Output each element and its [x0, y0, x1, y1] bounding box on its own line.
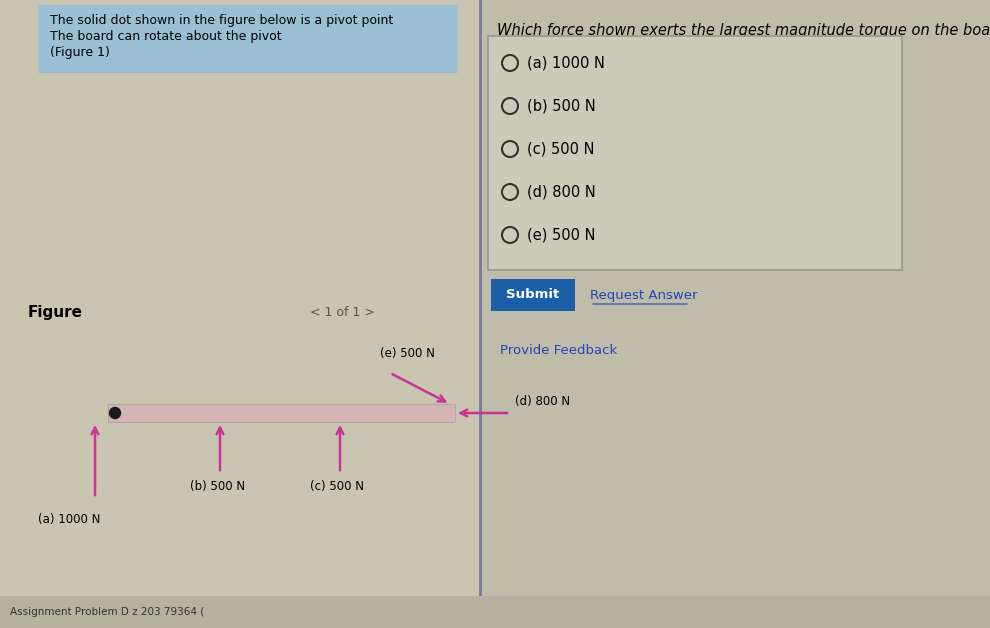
Bar	[0, 596, 990, 628]
Circle shape	[110, 408, 121, 418]
Text: (a) 1000 N: (a) 1000 N	[527, 55, 605, 70]
Text: Which force shown exerts the largest magnitude torque on the board?: Which force shown exerts the largest mag…	[497, 23, 990, 38]
Text: < 1 of 1 >: < 1 of 1 >	[310, 306, 375, 320]
Text: The solid dot shown in the figure below is a pivot point: The solid dot shown in the figure below …	[50, 14, 393, 27]
Text: Provide Feedback: Provide Feedback	[500, 344, 617, 357]
Text: (c) 500 N: (c) 500 N	[310, 480, 364, 493]
Text: Request Answer: Request Answer	[590, 288, 698, 301]
Text: (c) 500 N: (c) 500 N	[527, 141, 595, 156]
Text: (d) 800 N: (d) 800 N	[515, 395, 570, 408]
Bar	[0, 0, 480, 628]
Text: (d) 800 N: (d) 800 N	[527, 185, 596, 200]
Text: (e) 500 N: (e) 500 N	[380, 347, 435, 360]
Text: (e) 500 N: (e) 500 N	[527, 227, 596, 242]
Bar	[480, 0, 990, 628]
Text: (a) 1000 N: (a) 1000 N	[38, 513, 100, 526]
Text: Submit: Submit	[506, 288, 559, 301]
Bar	[38, 5, 458, 73]
FancyBboxPatch shape	[491, 279, 575, 311]
Text: Figure: Figure	[28, 305, 83, 320]
Text: (b) 500 N: (b) 500 N	[190, 480, 246, 493]
Text: (b) 500 N: (b) 500 N	[527, 99, 596, 114]
Text: (Figure 1): (Figure 1)	[50, 46, 110, 59]
FancyBboxPatch shape	[488, 36, 902, 270]
Bar	[108, 404, 455, 422]
Text: The board can rotate about the pivot: The board can rotate about the pivot	[50, 30, 281, 43]
Text: Assignment Problem D z 203 79364 (: Assignment Problem D z 203 79364 (	[10, 607, 204, 617]
